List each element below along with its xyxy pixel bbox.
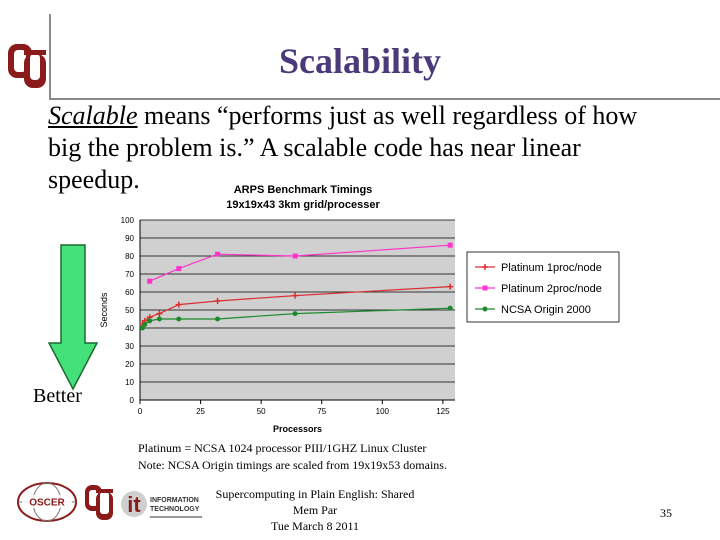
header-horizontal-rule (49, 98, 720, 100)
x-tick-label: 125 (436, 407, 450, 416)
body-term: Scalable (48, 101, 138, 130)
legend-swatch-marker (482, 306, 488, 312)
data-point-s3 (142, 321, 148, 327)
footer-line-2: Tue March 8 2011 (270, 519, 360, 533)
chart-subtitle: 19x19x43 3km grid/processer (226, 199, 380, 211)
x-tick-label: 75 (317, 407, 326, 416)
x-axis-label: Processors (273, 424, 322, 434)
x-tick-label: 50 (257, 407, 266, 416)
it-logo-text-2: TECHNOLOGY (150, 506, 200, 513)
data-point-s1 (292, 292, 299, 299)
y-tick-label: 100 (121, 216, 135, 225)
it-logo-text-1: INFORMATION (150, 497, 199, 504)
data-point-s3 (147, 318, 153, 324)
data-point-s1 (447, 283, 454, 290)
body-rest: means “performs just as well regardless … (48, 101, 638, 194)
oscer-logo-text: OSCER (29, 498, 65, 509)
header-vertical-rule (49, 14, 51, 100)
x-tick-label: 25 (196, 407, 205, 416)
data-point-s3 (176, 316, 182, 322)
it-logo: it INFORMATION TECHNOLOGY (121, 491, 202, 518)
data-point-s3 (447, 305, 453, 311)
footer-line-1: Supercomputing in Plain English: Shared … (215, 487, 415, 517)
y-tick-label: 20 (125, 360, 134, 369)
chart-title-block: ARPS Benchmark Timings 19x19x43 3km grid… (218, 183, 388, 213)
data-point-s1 (175, 301, 182, 308)
note-line-1: Platinum = NCSA 1024 processor PIII/1GHZ… (138, 441, 427, 455)
data-point-s2 (147, 278, 153, 284)
legend-entry: Platinum 2proc/node (501, 283, 602, 295)
chart-note: Platinum = NCSA 1024 processor PIII/1GHZ… (138, 440, 658, 474)
data-point-s3 (156, 316, 162, 322)
data-point-s3 (292, 311, 298, 317)
legend-entry: NCSA Origin 2000 (501, 304, 591, 316)
benchmark-chart: 0 10 20 30 40 50 60 70 80 90 100 0 25 50 75 100 125 Proce… (99, 216, 620, 434)
down-arrow-icon (48, 244, 98, 391)
x-tick-label: 0 (138, 407, 143, 416)
note-line-2: Note: NCSA Origin timings are scaled fro… (138, 458, 447, 472)
data-point-s2 (215, 251, 221, 257)
y-tick-label: 40 (125, 324, 134, 333)
data-point-s3 (215, 316, 221, 322)
ou-logo (8, 44, 46, 88)
y-axis-label: Seconds (99, 292, 109, 328)
data-point-s3 (139, 325, 145, 331)
data-point-s1 (214, 298, 221, 304)
y-tick-label: 30 (125, 342, 134, 351)
better-label: Better (33, 385, 82, 407)
legend-swatch-marker (482, 264, 488, 270)
oscer-logo: OSCER (17, 482, 77, 522)
x-tick-label: 100 (376, 407, 390, 416)
y-tick-label: 70 (125, 270, 134, 279)
chart-title: ARPS Benchmark Timings (233, 184, 373, 196)
page-number: 35 (660, 506, 672, 520)
footer: Supercomputing in Plain English: Shared … (210, 486, 420, 534)
ou-logo-small (85, 485, 113, 520)
data-point-s2 (292, 253, 298, 259)
y-tick-label: 90 (125, 234, 134, 243)
slide-body: Scalable means “performs just as well re… (48, 100, 668, 196)
legend-entry: Platinum 1proc/node (501, 262, 602, 274)
data-point-s2 (447, 242, 453, 248)
y-tick-label: 0 (130, 396, 135, 405)
legend-box (466, 251, 620, 323)
data-point-s2 (176, 266, 182, 272)
y-tick-label: 50 (125, 306, 134, 315)
legend-swatch-marker (482, 285, 488, 291)
data-point-s1 (156, 310, 163, 317)
y-tick-label: 10 (125, 378, 134, 387)
y-tick-label: 80 (125, 252, 134, 261)
slide-title: Scalability (278, 41, 442, 81)
it-logo-mark: it (127, 492, 141, 517)
y-tick-label: 60 (125, 288, 134, 297)
